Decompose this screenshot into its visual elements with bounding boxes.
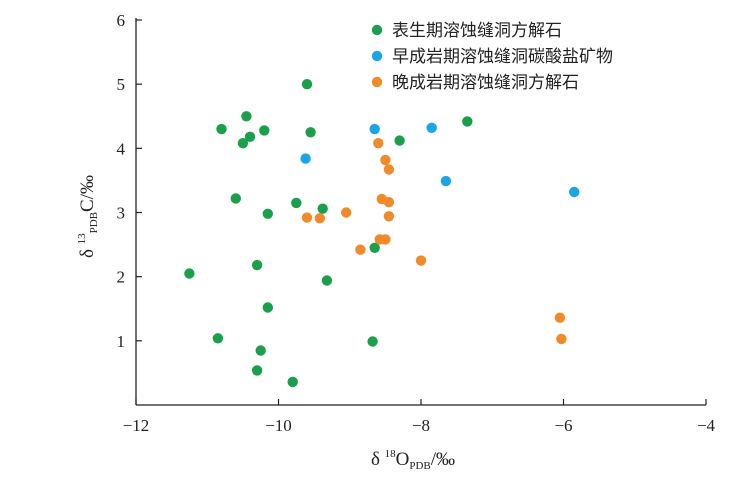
data-point-series-2 bbox=[426, 122, 437, 133]
data-point-series-1 bbox=[394, 135, 405, 146]
data-point-series-1 bbox=[244, 131, 256, 142]
data-point-series-1 bbox=[321, 275, 333, 286]
data-point-series-1 bbox=[262, 302, 273, 313]
data-point-series-2 bbox=[369, 123, 380, 135]
legend-label: 表生期溶蚀缝洞方解石 bbox=[392, 21, 562, 41]
data-point-series-1 bbox=[305, 127, 316, 138]
data-point-series-1 bbox=[230, 193, 241, 204]
x-tick-label: −8 bbox=[412, 416, 430, 435]
x-title-symbol: δ bbox=[371, 449, 385, 470]
data-point-series-3 bbox=[314, 213, 325, 224]
y-tick-label: 3 bbox=[117, 204, 126, 223]
data-point-series-1 bbox=[237, 138, 249, 149]
data-point-series-1 bbox=[367, 336, 378, 347]
y-title-unit: /‰ bbox=[77, 175, 98, 199]
data-point-series-1 bbox=[462, 116, 473, 127]
data-point-series-1 bbox=[291, 197, 302, 209]
x-title-sub: PDB bbox=[409, 460, 430, 472]
data-point-series-3 bbox=[383, 164, 395, 175]
data-point-series-3 bbox=[554, 312, 566, 323]
data-point-series-3 bbox=[301, 212, 313, 223]
y-title-main: C bbox=[77, 199, 98, 212]
x-tick-label: −12 bbox=[123, 416, 150, 435]
data-points bbox=[184, 79, 580, 388]
y-tick-label: 4 bbox=[117, 139, 126, 158]
data-point-series-2 bbox=[300, 153, 311, 164]
data-point-series-1 bbox=[317, 203, 328, 214]
data-point-series-3 bbox=[415, 255, 427, 266]
x-tick-label: −6 bbox=[554, 416, 572, 435]
data-point-series-1 bbox=[301, 79, 313, 90]
y-tick-label: 6 bbox=[117, 11, 126, 30]
data-point-series-1 bbox=[184, 268, 195, 279]
data-point-series-1 bbox=[259, 125, 270, 136]
data-point-series-1 bbox=[251, 365, 263, 376]
data-point-series-2 bbox=[440, 175, 452, 187]
data-point-series-3 bbox=[556, 333, 567, 345]
legend-label: 早成岩期溶蚀缝洞碳酸盐矿物 bbox=[392, 47, 613, 67]
x-tick-label: −4 bbox=[697, 416, 716, 435]
y-tick-label: 1 bbox=[117, 332, 126, 351]
data-point-series-1 bbox=[216, 123, 227, 135]
x-title-sup: 18 bbox=[385, 448, 397, 460]
y-title-sup: 13 bbox=[76, 233, 88, 245]
data-point-series-3 bbox=[383, 197, 395, 208]
data-point-series-1 bbox=[262, 208, 273, 219]
y-title-sub: PDB bbox=[88, 212, 100, 233]
data-point-series-2 bbox=[569, 186, 580, 198]
legend-marker bbox=[371, 76, 383, 88]
x-tick-label: −10 bbox=[265, 416, 292, 435]
data-point-series-1 bbox=[255, 345, 266, 356]
legend-marker bbox=[371, 24, 383, 36]
x-ticks: −12 −10 −8 −6 −4 bbox=[123, 399, 716, 435]
y-axis-title: δ 13PDBC/‰ bbox=[76, 175, 100, 258]
x-title-unit: /‰ bbox=[431, 449, 455, 470]
y-title-symbol: δ bbox=[77, 244, 98, 258]
data-point-series-1 bbox=[212, 333, 224, 344]
x-title-main: O bbox=[396, 449, 410, 470]
data-point-series-3 bbox=[380, 234, 391, 245]
y-tick-label: 2 bbox=[117, 268, 126, 287]
data-point-series-1 bbox=[241, 111, 252, 122]
data-point-series-1 bbox=[251, 259, 263, 271]
legend-label: 晚成岩期溶蚀缝洞方解石 bbox=[392, 73, 579, 93]
y-tick-label: 5 bbox=[117, 75, 126, 94]
data-point-series-1 bbox=[369, 242, 380, 253]
legend-marker bbox=[371, 50, 383, 62]
data-point-series-3 bbox=[355, 244, 366, 255]
data-point-series-3 bbox=[380, 154, 391, 166]
y-ticks: 1 2 3 4 5 6 bbox=[117, 11, 142, 351]
data-point-series-3 bbox=[383, 211, 395, 222]
x-axis-title: δ 18OPDB/‰ bbox=[371, 448, 455, 472]
data-point-series-3 bbox=[373, 138, 384, 149]
data-point-series-3 bbox=[341, 207, 352, 218]
data-point-series-1 bbox=[287, 376, 298, 388]
